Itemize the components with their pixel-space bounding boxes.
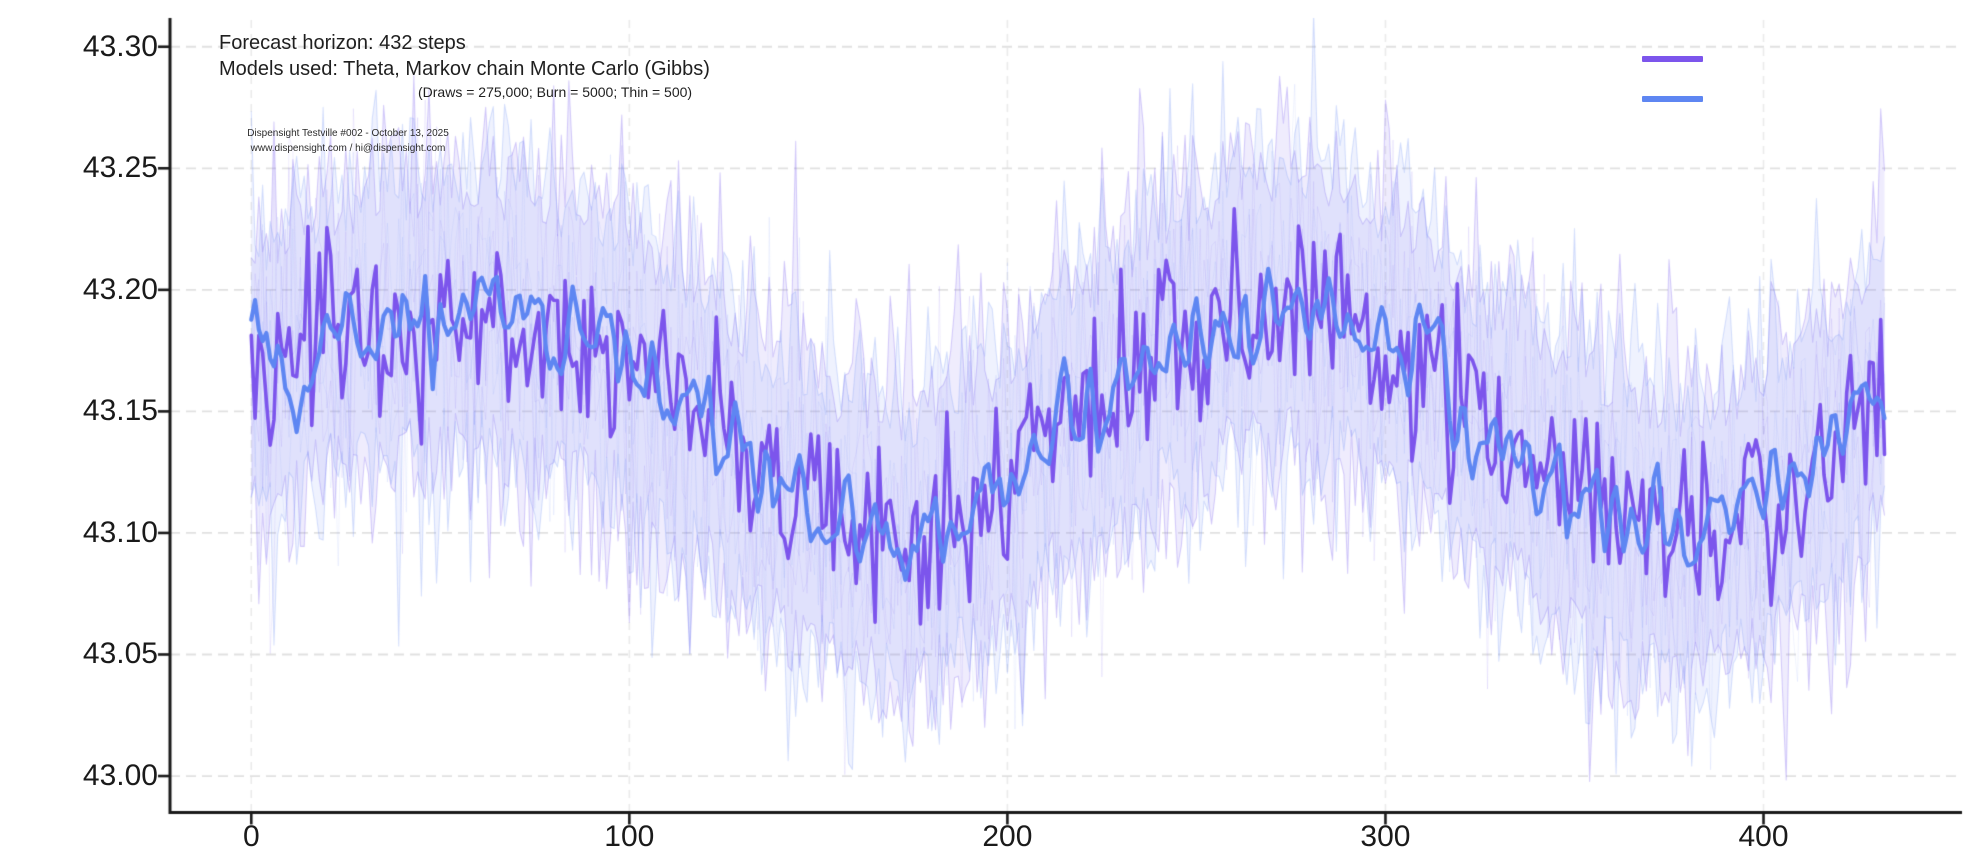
watermark-line1: Dispensight Testville #002 - October 13,… <box>247 128 449 139</box>
forecast-horizon-text: Forecast horizon: 432 steps <box>219 32 466 54</box>
mcmc-params-text: (Draws = 275,000; Burn = 5000; Thin = 50… <box>418 84 693 100</box>
y-tick-label: 43.30 <box>82 29 158 63</box>
x-tick-label: 400 <box>1738 820 1789 853</box>
x-tick-label: 0 <box>242 820 260 853</box>
legend-swatch-mcmc <box>1642 96 1703 102</box>
watermark: Dispensight Testville #002 - October 13,… <box>240 127 456 156</box>
x-tick-label: 300 <box>1360 820 1411 853</box>
x-tick-label: 200 <box>982 820 1033 853</box>
y-tick-label: 43.15 <box>82 394 158 428</box>
y-tick-label: 43.05 <box>82 637 158 671</box>
legend-swatch-theta <box>1642 56 1703 62</box>
watermark-line2: www.dispensight.com / hi@dispensight.com <box>250 142 446 154</box>
y-tick-label: 43.25 <box>82 151 158 185</box>
models-used-text: Models used: Theta, Markov chain Monte C… <box>219 58 710 80</box>
y-tick-label: 43.20 <box>82 272 158 306</box>
y-tick-label: 43.00 <box>82 759 158 793</box>
y-tick-label: 43.10 <box>82 515 158 549</box>
chart-header: Forecast horizon: 432 steps Models used:… <box>219 30 710 101</box>
x-tick-label: 100 <box>604 820 655 853</box>
